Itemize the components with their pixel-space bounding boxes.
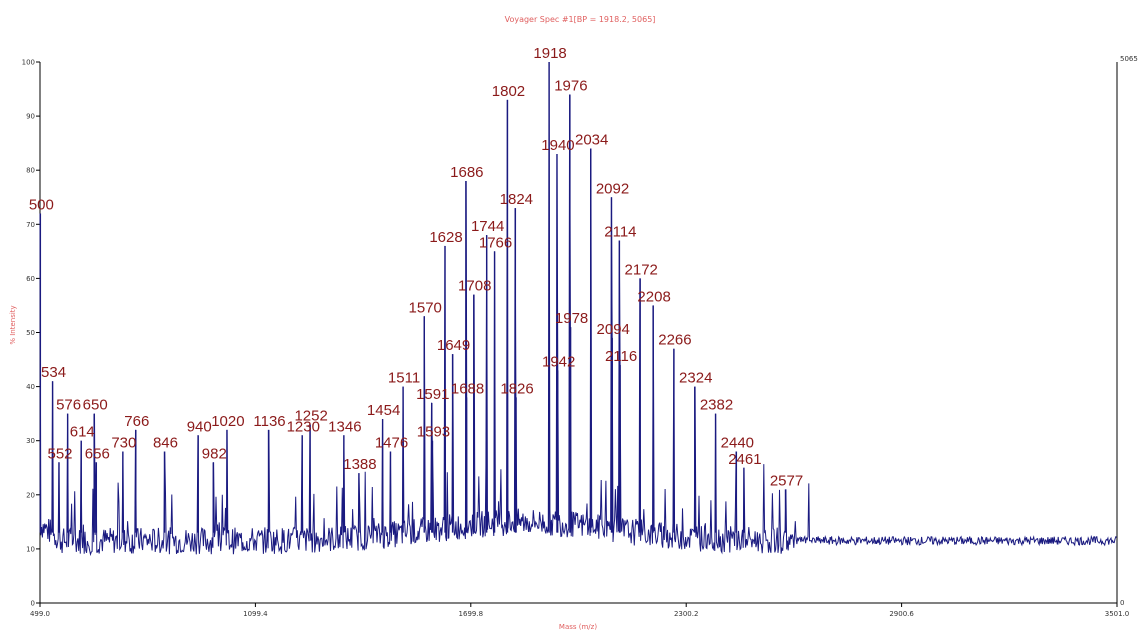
peak-label-1942: 1942 [542,353,575,370]
peak-label-1388: 1388 [343,456,376,473]
x-axis-label: Mass (m/z) [559,623,597,631]
peak-label-2092: 2092 [596,180,629,197]
peak-label-1020: 1020 [211,413,244,430]
x-tick-label: 3501.0 [1105,610,1130,618]
peak-label-500: 500 [29,196,54,213]
y-tick-label: 60 [26,275,35,283]
peak-label-1978: 1978 [555,310,588,327]
peak-label-650: 650 [83,397,108,414]
peak-label-1802: 1802 [492,83,525,100]
y-tick-label: 30 [26,437,35,445]
peak-label-2094: 2094 [597,321,630,338]
spectrum-trace [39,61,1117,557]
peak-label-2577: 2577 [770,472,803,489]
peak-label-1918: 1918 [533,45,566,62]
peak-label-1826: 1826 [500,380,533,397]
x-tick-label: 499.0 [30,610,50,618]
peak-label-1744: 1744 [471,218,504,235]
y-tick-label: 50 [26,329,35,337]
y-tick-label: 70 [26,221,35,229]
chart-title: Voyager Spec #1[BP = 1918.2, 5065] [505,15,656,24]
peak-label-2382: 2382 [700,397,733,414]
peak-label-1766: 1766 [479,234,512,251]
peak-label-1824: 1824 [500,191,533,208]
peak-label-1649: 1649 [437,337,470,354]
y-tick-label: 40 [26,383,35,391]
x-tick-label: 2300.2 [674,610,699,618]
peak-label-614: 614 [70,424,95,441]
peak-label-1511: 1511 [388,370,420,387]
peak-label-2324: 2324 [679,370,712,387]
y-tick-label: 90 [26,113,35,121]
peak-label-552: 552 [47,445,72,462]
peak-label-1708: 1708 [458,278,491,295]
peak-label-2461: 2461 [728,451,761,468]
peak-label-576: 576 [56,397,81,414]
peak-label-1593: 1593 [417,424,450,441]
peak-label-730: 730 [111,435,136,452]
peak-label-982: 982 [202,445,227,462]
peak-label-2116: 2116 [605,348,637,365]
peak-label-1628: 1628 [429,229,462,246]
y-tick-label: 100 [22,59,35,67]
peak-label-2266: 2266 [658,332,691,349]
right-axis-top-label: 5065 [1120,55,1138,63]
x-tick-label: 2900.6 [889,610,914,618]
y-tick-label: 0 [31,600,35,608]
peak-label-1230: 1230 [287,418,320,435]
peak-label-656: 656 [85,445,110,462]
peak-label-2440: 2440 [721,435,754,452]
peak-label-1346: 1346 [328,418,361,435]
peak-label-1976: 1976 [554,77,587,94]
peak-label-1688: 1688 [451,380,484,397]
peak-label-2034: 2034 [575,132,608,149]
peak-label-1940: 1940 [541,137,574,154]
peak-label-2208: 2208 [637,288,670,305]
peak-label-1454: 1454 [367,402,400,419]
y-tick-label: 10 [26,545,35,553]
peak-label-2172: 2172 [625,261,658,278]
x-tick-label: 1699.8 [459,610,484,618]
y-axis-label: % Intensity [9,305,17,344]
y-tick-label: 20 [26,491,35,499]
peak-label-846: 846 [153,435,178,452]
peak-label-1476: 1476 [375,435,408,452]
right-axis-bottom-label: 0 [1120,599,1124,607]
peak-label-766: 766 [124,413,149,430]
peak-label-1136: 1136 [253,413,285,430]
spectrum-series [39,61,1117,557]
y-tick-label: 80 [26,167,35,175]
peak-label-2114: 2114 [604,224,636,241]
peak-label-1252: 1252 [294,407,327,424]
peak-label-1591: 1591 [416,386,449,403]
peak-label-534: 534 [41,364,66,381]
peak-label-940: 940 [187,418,212,435]
x-tick-label: 1099.4 [243,610,268,618]
peak-label-1570: 1570 [409,299,442,316]
peak-label-1686: 1686 [450,164,483,181]
